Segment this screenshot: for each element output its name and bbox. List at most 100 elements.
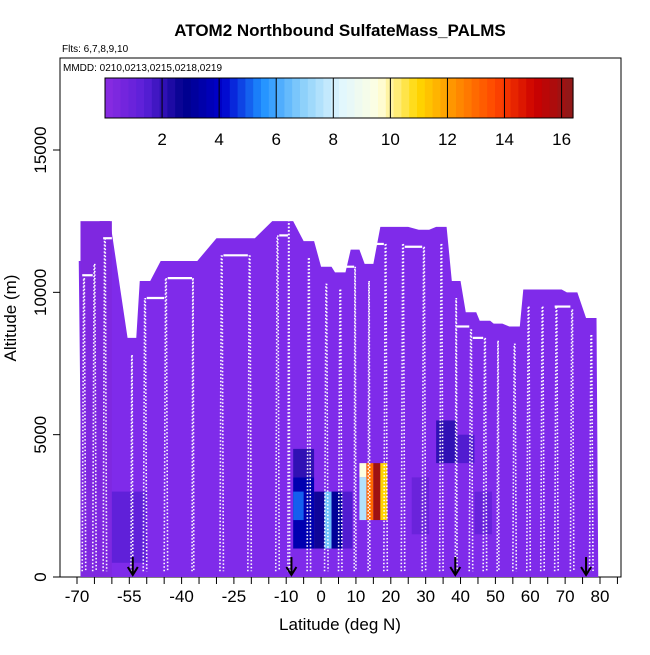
profile-descent <box>131 354 134 572</box>
colorbar-swatch <box>370 78 379 118</box>
colorbar-tick-label: 2 <box>157 130 166 149</box>
colorbar-swatch <box>105 78 114 118</box>
colorbar <box>104 77 574 119</box>
colorbar-swatch <box>495 78 504 118</box>
colorbar-swatch <box>424 78 434 118</box>
profile-descent <box>325 283 329 572</box>
heatmap-cell <box>359 463 367 478</box>
profile-descent <box>144 298 148 572</box>
colorbar-swatch <box>183 78 192 118</box>
colorbar-swatch <box>120 78 129 118</box>
y-tick-label: 15000 <box>31 126 50 173</box>
x-tick-label: 40 <box>451 587 470 606</box>
colorbar-swatch <box>315 78 324 118</box>
colorbar-swatch <box>159 78 168 118</box>
x-tick-label: -70 <box>65 587 90 606</box>
colorbar-swatch <box>245 78 254 118</box>
arrow-head <box>580 566 592 577</box>
x-tick-label: -55 <box>117 587 142 606</box>
x-tick-label: 70 <box>556 587 575 606</box>
profile-descent <box>93 263 97 572</box>
colorbar-swatch <box>229 78 239 118</box>
colorbar-swatch <box>409 78 418 118</box>
colorbar-swatch <box>136 78 145 118</box>
colorbar-swatch <box>354 78 363 118</box>
colorbar-swatch <box>487 78 496 118</box>
colorbar-swatch <box>237 78 246 118</box>
colorbar-swatch <box>276 78 285 118</box>
colorbar-swatch <box>307 78 317 118</box>
chart-title: ATOM2 Northbound SulfateMass_PALMS <box>174 21 506 40</box>
profile-ascent <box>247 255 251 572</box>
heatmap-background <box>78 221 599 577</box>
colorbar-swatch <box>190 78 200 118</box>
y-tick-label: 0 <box>31 572 50 581</box>
profile-descent <box>455 298 458 572</box>
colorbar-swatch <box>346 78 356 118</box>
heatmap-cell <box>341 491 353 549</box>
colorbar-tick-label: 16 <box>552 130 571 149</box>
heatmap-cell <box>324 491 332 549</box>
y-tick-label: 5000 <box>31 416 50 454</box>
colorbar-swatch <box>292 78 301 118</box>
profile-ascent <box>102 238 106 572</box>
x-tick-label: 50 <box>486 587 505 606</box>
profile-descent <box>221 255 225 572</box>
profile-ascent <box>525 306 529 572</box>
profile-ascent <box>219 255 223 572</box>
profile-ascent <box>91 263 95 572</box>
y-axis: 0 5000 10000 15000 <box>31 126 60 582</box>
profile-descent <box>423 246 427 572</box>
heatmap-cell <box>80 221 112 577</box>
profile-descent <box>288 212 291 572</box>
colorbar-swatch <box>339 78 348 118</box>
arrow-markers <box>126 557 592 577</box>
x-tick-label: 10 <box>346 587 365 606</box>
colorbar-tick-label: 6 <box>271 130 280 149</box>
colorbar-swatch <box>401 78 410 118</box>
profile-ascent <box>569 309 573 572</box>
profile-ascent <box>337 289 341 572</box>
colorbar-swatch <box>393 78 402 118</box>
colorbar-swatch <box>214 78 223 118</box>
profile-ascent <box>421 246 425 572</box>
colorbar-swatch <box>448 78 457 118</box>
colorbar-swatch <box>128 78 137 118</box>
profile-ascent <box>512 343 516 572</box>
colorbar-swatch <box>362 78 371 118</box>
colorbar-tick-label: 10 <box>381 130 400 149</box>
colorbar-swatch <box>518 78 527 118</box>
colorbar-tick-label: 14 <box>495 130 514 149</box>
colorbar-swatch <box>471 78 480 118</box>
colorbar-swatch <box>167 78 176 118</box>
profile-ascent <box>482 337 486 572</box>
profile-descent <box>555 306 559 572</box>
profile-descent <box>590 335 594 572</box>
colorbar-swatch <box>151 78 161 118</box>
heatmap-cell <box>359 477 367 521</box>
profile-ascent <box>588 335 592 572</box>
y-tick-label: 10000 <box>31 269 50 316</box>
colorbar-swatch <box>222 78 231 118</box>
x-tick-label: -25 <box>222 587 247 606</box>
heatmap-cell <box>293 491 304 521</box>
profile-descent <box>339 289 343 572</box>
colorbar-swatch <box>378 78 387 118</box>
heatmap-cell <box>293 448 315 478</box>
heatmap-cell <box>373 463 381 521</box>
heatmap-cell <box>314 491 325 549</box>
colorbar-swatch <box>253 78 262 118</box>
heatmap-cell <box>380 463 388 521</box>
x-tick-label: 60 <box>521 587 540 606</box>
x-tick-label: 30 <box>416 587 435 606</box>
colorbar-swatch <box>565 78 574 118</box>
colorbar-swatch <box>284 78 293 118</box>
arrow-head <box>285 566 298 577</box>
colorbar-swatch <box>510 78 519 118</box>
colorbar-swatch <box>300 78 309 118</box>
colorbar-swatch <box>526 78 535 118</box>
colorbar-swatch <box>323 78 332 118</box>
colorbar-swatch <box>456 78 465 118</box>
dates-subtitle: MMDD: 0210,0213,0215,0218,0219 <box>63 63 222 74</box>
